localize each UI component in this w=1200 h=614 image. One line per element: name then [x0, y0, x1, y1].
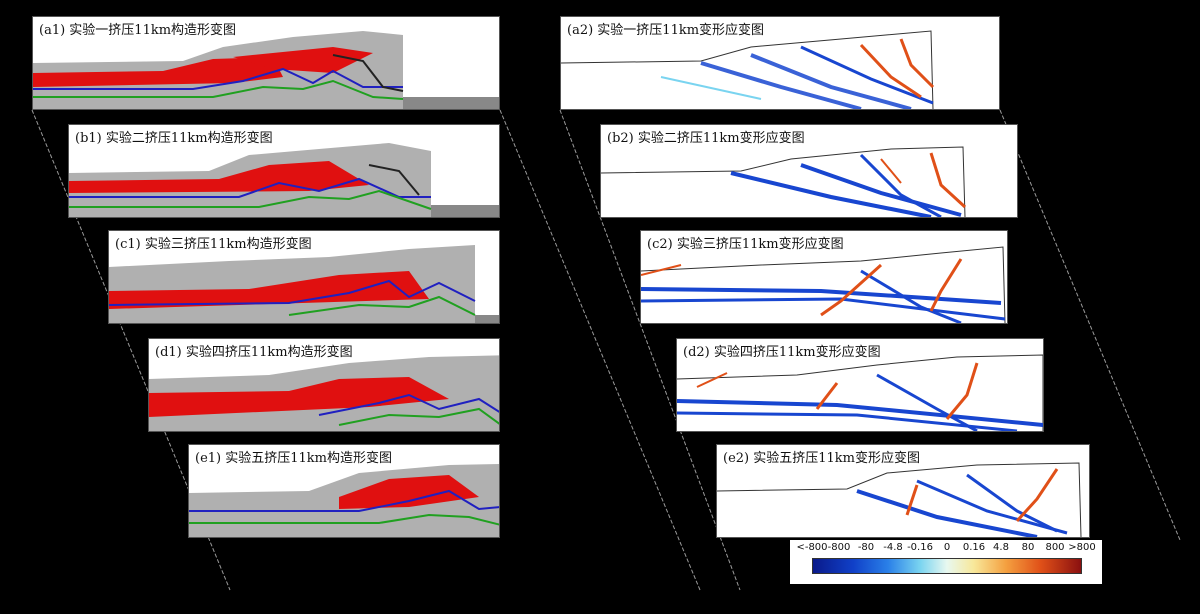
colorbar-tick: 800: [1045, 542, 1065, 553]
panel-c1: (c1) 实验三挤压11km构造形变图: [108, 230, 500, 324]
strain-plot-a2: [561, 30, 935, 109]
panel-a1-title: (a1) 实验一挤压11km构造形变图: [39, 23, 237, 38]
panel-c1-title: (c1) 实验三挤压11km构造形变图: [115, 237, 312, 252]
panel-d1-title: (d1) 实验四挤压11km构造形变图: [155, 345, 353, 360]
structure-plot-a1: [33, 31, 499, 109]
panel-d2: (d2) 实验四挤压11km变形应变图: [676, 338, 1044, 432]
panel-b2: (b2) 实验二挤压11km变形应变图: [600, 124, 1018, 218]
strain-plot-c2: [641, 246, 1006, 323]
structure-plot-c1: [109, 245, 499, 323]
panel-e1: (e1) 实验五挤压11km构造形变图: [188, 444, 500, 538]
strain-plot-e2: [717, 462, 1082, 537]
panel-a2: (a2) 实验一挤压11km变形应变图: [560, 16, 1000, 110]
panel-c2: (c2) 实验三挤压11km变形应变图: [640, 230, 1008, 324]
panel-e1-title: (e1) 实验五挤压11km构造形变图: [195, 451, 392, 466]
colorbar-tick: -800: [827, 542, 851, 553]
colorbar-ticks: <-800 -800 -80 -4.8 -0.16 0 0.16 4.8 80 …: [790, 542, 1102, 556]
strain-plot-d2: [677, 354, 1043, 431]
panel-d1: (d1) 实验四挤压11km构造形变图: [148, 338, 500, 432]
colorbar-tick: 0: [943, 542, 951, 553]
colorbar-tick: 0.16: [962, 542, 986, 553]
panel-e2: (e2) 实验五挤压11km变形应变图: [716, 444, 1090, 538]
colorbar-tick: -4.8: [883, 542, 903, 553]
panel-b2-title: (b2) 实验二挤压11km变形应变图: [607, 131, 805, 146]
colorbar-tick: <-800: [796, 542, 828, 553]
panel-d2-title: (d2) 实验四挤压11km变形应变图: [683, 345, 881, 360]
colorbar-gradient: [812, 558, 1082, 574]
colorbar-tick: -80: [857, 542, 875, 553]
colorbar-tick: 4.8: [993, 542, 1009, 553]
colorbar-tick: 80: [1021, 542, 1035, 553]
colorbar-tick: -0.16: [907, 542, 933, 553]
strain-colorbar: <-800 -800 -80 -4.8 -0.16 0 0.16 4.8 80 …: [790, 540, 1102, 584]
panel-a1: (a1) 实验一挤压11km构造形变图: [32, 16, 500, 110]
panel-b1-title: (b1) 实验二挤压11km构造形变图: [75, 131, 273, 146]
panel-c2-title: (c2) 实验三挤压11km变形应变图: [647, 237, 844, 252]
panel-e2-title: (e2) 实验五挤压11km变形应变图: [723, 451, 920, 466]
colorbar-tick: >800: [1068, 542, 1096, 553]
structure-plot-b1: [69, 143, 499, 217]
structure-plot-e1: [189, 464, 499, 537]
panel-a2-title: (a2) 实验一挤压11km变形应变图: [567, 23, 765, 38]
strain-plot-b2: [601, 146, 967, 217]
panel-b1: (b1) 实验二挤压11km构造形变图: [68, 124, 500, 218]
structure-plot-d1: [149, 355, 499, 431]
